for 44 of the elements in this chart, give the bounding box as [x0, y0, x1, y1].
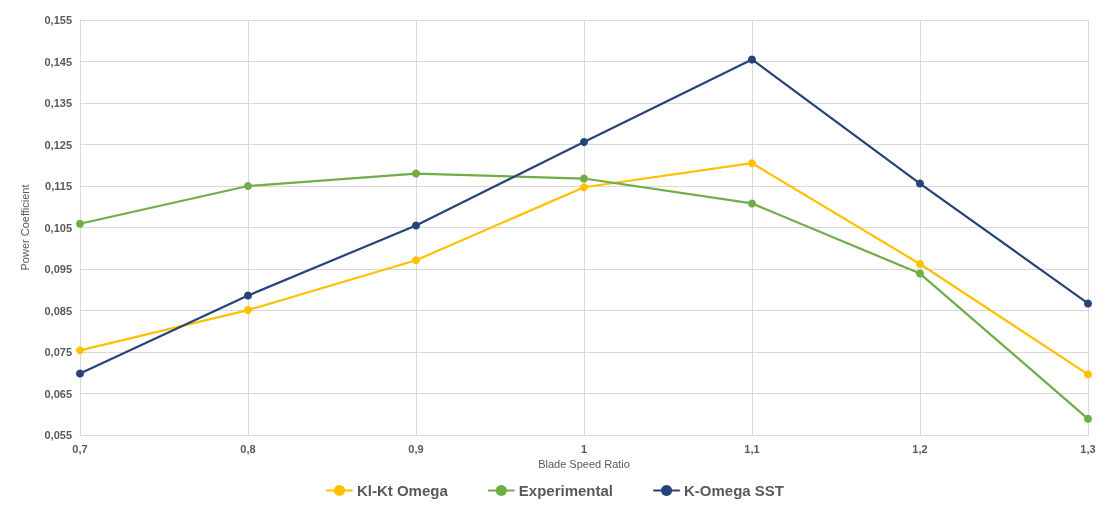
- y-tick-label: 0,125: [44, 138, 72, 151]
- y-tick-label: 0,115: [45, 180, 72, 192]
- point: [916, 179, 924, 188]
- y-tick-label: 0,075: [44, 346, 72, 358]
- point: [1084, 414, 1092, 423]
- legend-label: K-Omega SST: [684, 482, 785, 499]
- y-tick-label: 0,065: [44, 387, 72, 400]
- x-axis-title: Blade Speed Ratio: [538, 458, 630, 471]
- y-tick-label: 0,105: [44, 221, 72, 234]
- point: [244, 182, 252, 190]
- x-tick-label: 1,2: [912, 442, 928, 455]
- point: [76, 219, 84, 228]
- y-tick-label: 0,085: [44, 304, 72, 317]
- x-tick-label: 0,7: [72, 442, 88, 455]
- point: [580, 174, 588, 183]
- point: [916, 269, 924, 278]
- point: [412, 256, 420, 265]
- legend-label: Experimental: [518, 482, 614, 499]
- point: [916, 260, 924, 269]
- point: [244, 291, 252, 300]
- y-tick-label: 0,095: [44, 263, 72, 275]
- y-tick-label: 0,145: [44, 55, 72, 68]
- legend-label: Kl-Kt Omega: [356, 482, 449, 499]
- point: [412, 221, 420, 230]
- point: [76, 369, 84, 378]
- point: [748, 199, 756, 208]
- point: [748, 159, 756, 168]
- y-tick-label: 0,135: [44, 97, 72, 109]
- x-tick-label: 0,9: [408, 442, 424, 455]
- point: [244, 306, 252, 315]
- point: [412, 169, 420, 178]
- point: [1084, 299, 1092, 308]
- x-tick-label: 1,1: [744, 442, 760, 455]
- x-tick-label: 1,3: [1080, 442, 1096, 455]
- y-tick-label: 0,055: [44, 429, 72, 441]
- point: [580, 138, 588, 147]
- point: [748, 55, 756, 64]
- x-tick-label: 1: [580, 442, 588, 455]
- y-tick-label: 0,155: [44, 14, 72, 26]
- point: [1084, 370, 1092, 379]
- y-axis-title: Power Coefficient: [18, 184, 31, 271]
- point: [76, 346, 84, 355]
- x-tick-label: 0,8: [240, 442, 256, 455]
- point: [580, 183, 588, 192]
